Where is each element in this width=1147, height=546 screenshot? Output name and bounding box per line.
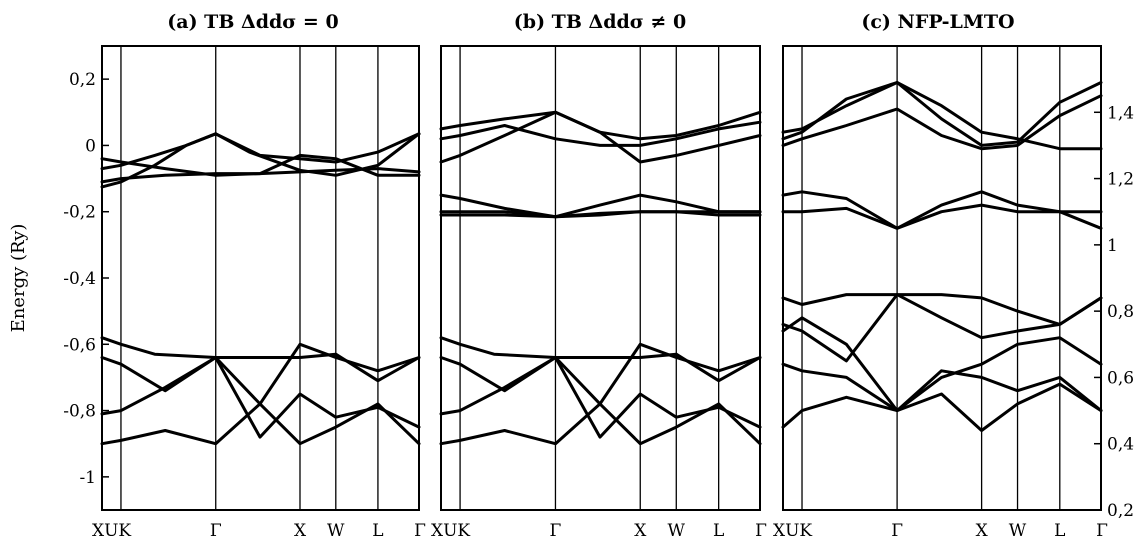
panel-b-xtick-label-0: XUK bbox=[431, 521, 470, 541]
panel-a-ytick-label-6: -1 bbox=[79, 468, 96, 488]
panel-a-ytick-label-1: 0 bbox=[85, 136, 96, 156]
panel-b-band-9 bbox=[439, 402, 762, 446]
panel-b: (b) TB Δddσ ≠ 0 XUK Γ X W L Γ bbox=[431, 11, 767, 541]
panel-a-ytick-label-4: -0,6 bbox=[63, 335, 96, 355]
panel-c-band-8 bbox=[781, 362, 1103, 413]
panel-c-xtick-label-3: W bbox=[1009, 521, 1027, 541]
panel-c-band-5 bbox=[781, 293, 1103, 326]
panel-c-band-1 bbox=[781, 94, 1103, 151]
panel-c-ytick-label-6: 0,2 bbox=[1107, 501, 1134, 521]
panel-c-xtick-label-2: X bbox=[976, 521, 989, 541]
panel-c-band-9 bbox=[781, 382, 1103, 432]
panel-a-xtick-label-0: XUK bbox=[92, 521, 131, 541]
panel-c-band-7 bbox=[781, 316, 1103, 413]
panel-c-ytick-label-2: 1 bbox=[1107, 236, 1118, 256]
panel-c-band-6 bbox=[781, 293, 1103, 363]
panel-b-title: (b) TB Δddσ ≠ 0 bbox=[514, 11, 686, 33]
panel-c-frame bbox=[782, 45, 1102, 511]
panel-a-band-3 bbox=[100, 132, 218, 189]
panel-a: (a) TB Δddσ = 0 XUK Γ X W L Γ 0,2 0 -0,2 -0,4 -0,6… bbox=[63, 11, 426, 541]
panel-a-ytick-label-0: 0,2 bbox=[69, 70, 96, 90]
panel-b-xtick-label-1: Γ bbox=[550, 521, 562, 541]
panel-a-band-2 bbox=[100, 167, 421, 184]
panel-a-xtick-label-5: Γ bbox=[414, 521, 426, 541]
panel-b-band-2 bbox=[439, 110, 762, 164]
panel-b-band-4 bbox=[439, 210, 762, 219]
panel-b-xtick-label-5: Γ bbox=[755, 521, 767, 541]
panel-c-xtick-label-0: XUK bbox=[773, 521, 812, 541]
panel-c-xtick-label-1: Γ bbox=[891, 521, 903, 541]
panel-c-band-2 bbox=[781, 81, 1103, 151]
panel-b-frame bbox=[440, 45, 761, 511]
panel-b-xtick-label-3: W bbox=[668, 521, 686, 541]
panel-c-ytick-label-1: 1,2 bbox=[1107, 170, 1134, 190]
panel-c-ytick-label-4: 0,6 bbox=[1107, 368, 1134, 388]
panel-b-band-3 bbox=[439, 193, 762, 219]
y-axis-label: Energy (Ry) bbox=[8, 224, 29, 333]
panel-c-xtick-label-4: L bbox=[1054, 521, 1065, 541]
panel-c: (c) NFP-LMTO XUK Γ X W L Γ 1,4 1,2 1 0,8 0,6 0,4 0,2 bbox=[773, 11, 1134, 541]
panel-c-ytick-label-3: 0,8 bbox=[1107, 302, 1134, 322]
panel-c-band-4 bbox=[781, 203, 1103, 230]
panel-b-band-6 bbox=[439, 336, 762, 383]
panel-a-band-10 bbox=[100, 402, 421, 446]
panel-a-xtick-label-3: W bbox=[327, 521, 345, 541]
panel-a-band-5 bbox=[100, 157, 218, 177]
panel-a-band-4 bbox=[214, 132, 421, 164]
panel-b-band-1 bbox=[439, 120, 762, 147]
panel-a-xtick-label-2: X bbox=[294, 521, 307, 541]
panel-a-title: (a) TB Δddσ = 0 bbox=[167, 11, 338, 33]
panel-a-ytick-label-5: -0,8 bbox=[63, 402, 96, 422]
panel-a-xtick-label-4: L bbox=[372, 521, 383, 541]
panel-c-band-3 bbox=[781, 190, 1103, 230]
panel-c-xtick-label-5: Γ bbox=[1096, 521, 1108, 541]
panel-a-ytick-label-3: -0,4 bbox=[63, 269, 96, 289]
panel-c-title: (c) NFP-LMTO bbox=[861, 11, 1014, 33]
panel-c-ytick-label-5: 0,4 bbox=[1107, 435, 1134, 455]
panel-b-xtick-label-2: X bbox=[634, 521, 647, 541]
panel-a-frame bbox=[101, 45, 420, 511]
panel-a-ytick-label-2: -0,2 bbox=[63, 203, 96, 223]
panel-b-xtick-label-4: L bbox=[713, 521, 724, 541]
panel-b-band-5 bbox=[439, 210, 762, 219]
panel-b-band-0 bbox=[439, 110, 762, 141]
panel-a-band-7 bbox=[100, 336, 421, 383]
panel-a-xtick-label-1: Γ bbox=[210, 521, 222, 541]
panel-a-band-6 bbox=[214, 153, 421, 177]
panel-c-ytick-label-0: 1,4 bbox=[1107, 103, 1134, 123]
